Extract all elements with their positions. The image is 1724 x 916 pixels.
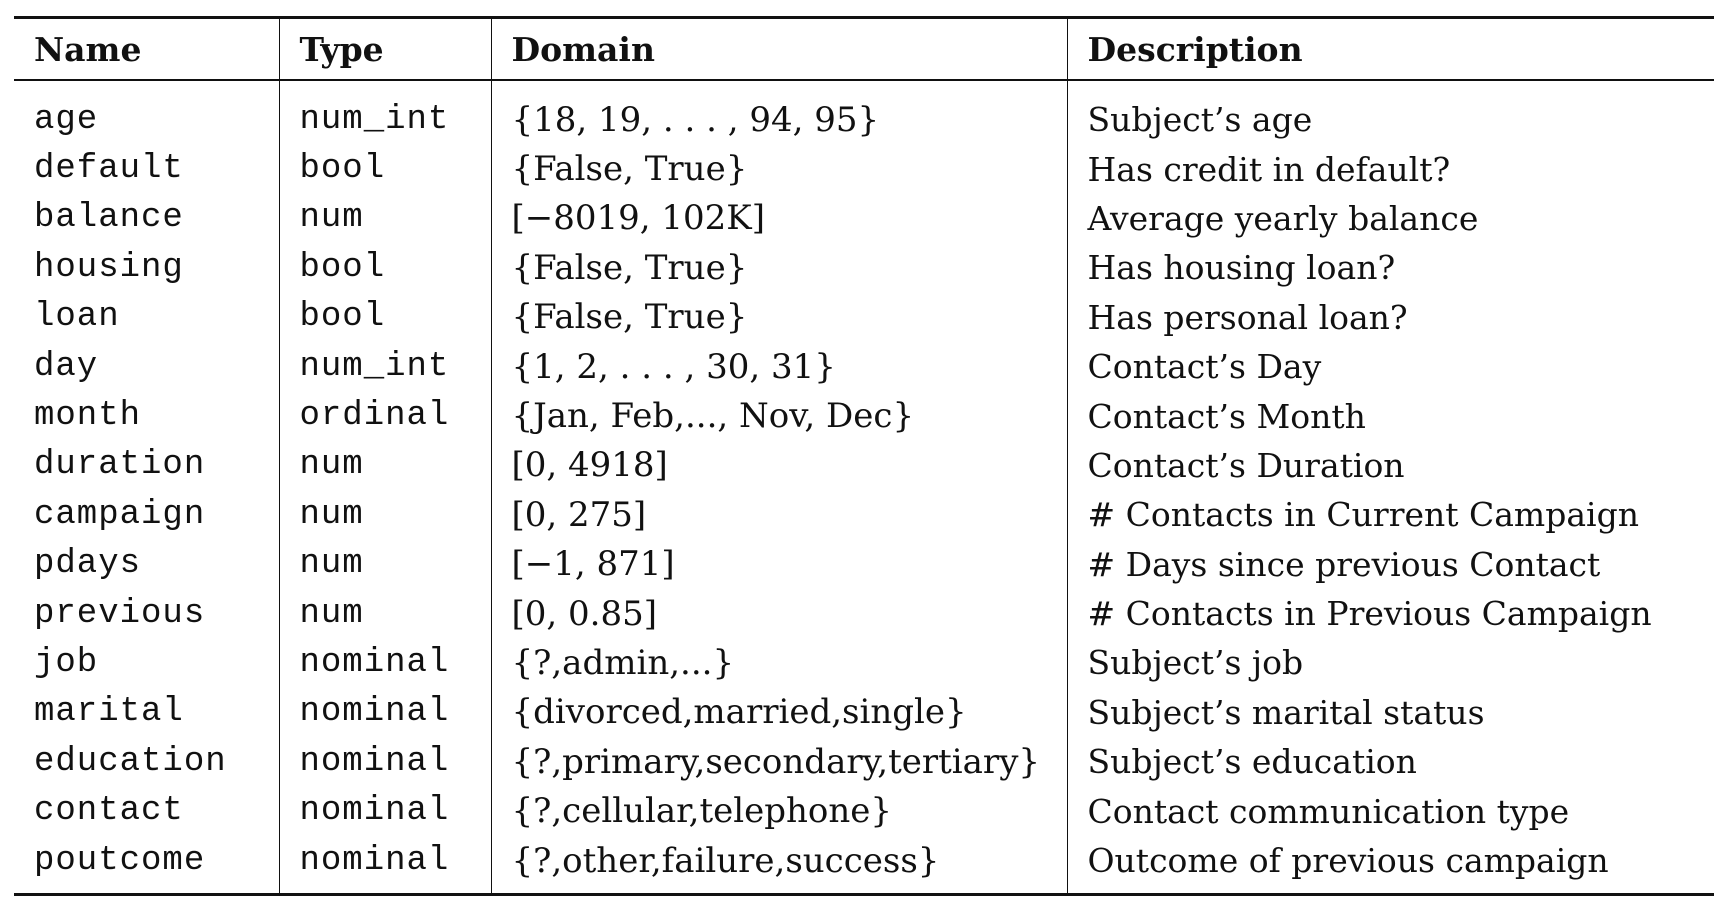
cell-description: # Days since previous Contact [1087,544,1601,584]
header-row: Name Type Domain Description [14,19,1714,79]
table-row: marital nominal {divorced,married,single} S… [14,687,1714,738]
cell-description: Has credit in default? [1087,149,1451,189]
cell-name: job [14,638,280,688]
cell-type: num [279,588,492,639]
table-row: education nominal {?,primary,secondary,ter… [14,737,1714,787]
header-rule [14,79,1714,81]
cell-domain: [−8019, 102K] [491,193,1068,244]
table-row: month ordinal {Jan, Feb,..., Nov, Dec} Cont… [14,391,1714,441]
cell-type: nominal [279,835,492,894]
cell-domain: {Jan, Feb,..., Nov, Dec} [491,391,1068,441]
bottom-rule [14,893,1714,897]
cell-type: ordinal [279,391,492,441]
cell-type: bool [279,292,492,342]
cell-domain: {?,admin,...} [491,638,1068,688]
cell-domain: [0, 275] [491,490,1068,540]
cell-domain: {False, True} [491,144,1068,194]
cell-name: housing [14,243,280,293]
cell-description: Has personal loan? [1087,297,1408,337]
cell-type: nominal [279,687,492,738]
cell-description: # Contacts in Current Campaign [1087,495,1639,535]
cell-name: default [14,144,280,194]
cell-name: previous [14,588,280,639]
table-row: duration num [0, 4918] Contact’s Duration [14,440,1714,491]
cell-type: num [279,490,492,540]
table-row: default bool {False, True} Has credit in de… [14,144,1714,194]
cell-type: num_int [279,81,492,145]
header-domain: Domain [491,19,1068,79]
table-row: loan bool {False, True} Has personal loan? [14,292,1714,342]
cell-type: nominal [279,737,492,787]
cell-type: nominal [279,638,492,688]
table-body: age num_int {18, 19, . . . , 94, 95} Subjec… [14,81,1714,894]
cell-type: num [279,193,492,244]
header-description: Description [1087,29,1303,69]
cell-type: num [279,440,492,491]
cell-domain: {?,primary,secondary,tertiary} [491,737,1068,787]
table-row: pdays num [−1, 871] # Days since previous C… [14,539,1714,589]
cell-type: num_int [279,341,492,392]
rows: age num_int {18, 19, . . . , 94, 95} Subjec… [14,81,1714,894]
cell-description: Outcome of previous campaign [1087,841,1609,881]
cell-name: age [14,81,280,145]
table-header: Name Type Domain Description [14,19,1714,79]
cell-name: month [14,391,280,441]
cell-name: contact [14,786,280,836]
cell-domain: {1, 2, . . . , 30, 31} [491,341,1068,392]
cell-name: campaign [14,490,280,540]
cell-type: num [279,539,492,589]
cell-description: Has housing loan? [1087,248,1396,288]
cell-name: balance [14,193,280,244]
cell-description: Subject’s age [1087,100,1313,140]
table: Name Type Domain Description [14,19,1714,79]
cell-name: poutcome [14,835,280,894]
cell-name: education [14,737,280,787]
cell-description: Contact’s Duration [1087,445,1405,485]
table-row: balance num [−8019, 102K] Average yearly ba… [14,193,1714,244]
cell-name: duration [14,440,280,491]
cell-domain: {False, True} [491,243,1068,293]
attribute-table: Name Type Domain Description age num_int{… [14,16,1714,897]
cell-domain: {divorced,married,single} [491,687,1068,738]
table-row: previous num [0, 0.85] # Contacts in Previo… [14,588,1714,639]
cell-description: # Contacts in Previous Campaign [1087,594,1652,634]
cell-domain: [0, 4918] [491,440,1068,491]
header-type: Type [279,19,492,79]
cell-description: Average yearly balance [1087,198,1479,238]
cell-description: Subject’s job [1087,643,1304,683]
cell-domain: {?,other,failure,success} [491,835,1068,894]
table-row: campaign num [0, 275] # Contacts in Current… [14,490,1714,540]
cell-description: Subject’s education [1087,742,1417,782]
cell-name: day [14,341,280,392]
cell-domain: {?,cellular,telephone} [491,786,1068,836]
cell-domain: {18, 19, . . . , 94, 95} [491,81,1068,145]
table-row: day num_int {1, 2, . . . , 30, 31} Contact’… [14,341,1714,392]
cell-type: nominal [279,786,492,836]
cell-description: Contact’s Month [1087,396,1366,436]
table-row: housing bool {False, True} Has housing loan… [14,243,1714,293]
header-name: Name [14,19,280,79]
cell-domain: [−1, 871] [491,539,1068,589]
table-row: job nominal {?,admin,...} Subject’s job [14,638,1714,688]
cell-name: pdays [14,539,280,589]
cell-domain: [0, 0.85] [491,588,1068,639]
table-row: contact nominal {?,cellular,telephone} Cont… [14,786,1714,836]
cell-type: bool [279,144,492,194]
cell-name: marital [14,687,280,738]
table-row: poutcome nominal {?,other,failure,success}… [14,835,1714,894]
table-row: age num_int {18, 19, . . . , 94, 95} Subjec… [14,81,1714,145]
cell-description: Contact’s Day [1087,347,1322,387]
cell-name: loan [14,292,280,342]
cell-description: Subject’s marital status [1087,692,1485,732]
top-rule [14,16,1714,19]
cell-type: bool [279,243,492,293]
cell-domain: {False, True} [491,292,1068,342]
cell-description: Contact communication type [1087,791,1570,831]
